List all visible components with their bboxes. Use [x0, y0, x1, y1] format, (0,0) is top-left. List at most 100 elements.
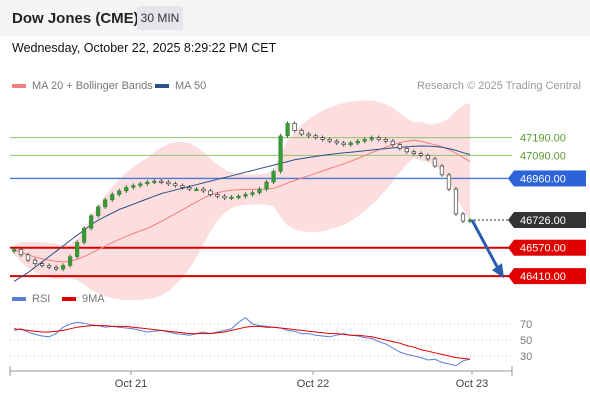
level-label-5: 46410.00 [520, 271, 566, 283]
bollinger-band-fill [14, 100, 470, 300]
level-label-box-3 [514, 212, 586, 229]
candle-body [264, 181, 269, 190]
rsi-line [13, 316, 471, 367]
candle-body [355, 140, 360, 144]
candle-body [25, 254, 31, 261]
candle-body [32, 259, 38, 264]
level-label-arrow-5 [508, 268, 514, 285]
candle-body [11, 249, 17, 252]
candle-body [194, 188, 199, 191]
x-tick-label-0: Oct 21 [115, 378, 147, 390]
candle-body [404, 147, 409, 153]
x-tick-label-1: Oct 22 [297, 378, 329, 390]
level-label-arrow-2 [508, 170, 514, 187]
chart-header [0, 0, 590, 36]
level-label-box-2 [514, 170, 586, 187]
candle-body [418, 153, 423, 156]
candle-body [159, 180, 164, 183]
candle-body [299, 130, 304, 135]
candle-body [18, 249, 24, 256]
candle-body [383, 139, 388, 142]
candle-body [453, 188, 459, 215]
rsi-panel: 70 50 30 [10, 316, 532, 367]
candle-body [180, 185, 185, 188]
candle-body [39, 263, 45, 266]
candle-body [89, 215, 94, 229]
candle-body [439, 165, 445, 176]
level-label-1: 47090.00 [520, 150, 566, 162]
level-labels: 47190.00 47090.00 46960.00 46726.00 46570.00… [470, 133, 586, 285]
timeframe-button[interactable]: 30 MIN [137, 6, 183, 30]
bollinger-legend-swatch [12, 84, 26, 88]
candle-body [341, 142, 346, 146]
candle-body [432, 158, 438, 167]
ma9-legend-label: 9MA [82, 293, 105, 305]
candle-body [278, 135, 283, 172]
time-axis: Oct 21 Oct 22 Oct 23 [9, 366, 513, 390]
ma50-legend-label: MA 50 [175, 80, 207, 92]
rsi-legend-label: RSI [32, 293, 51, 305]
rsi-level-label-0: 70 [520, 319, 532, 331]
candle-body [334, 140, 339, 144]
candle-body [138, 183, 143, 186]
rsi-level-label-2: 30 [520, 351, 532, 363]
level-label-arrow-4 [508, 239, 514, 256]
candle-body [236, 195, 241, 199]
candle-body [306, 133, 311, 137]
candle-body [250, 192, 255, 195]
candle-body [215, 194, 220, 197]
credit-text: Research © 2025 Trading Central [416, 80, 581, 92]
candle-body [425, 155, 431, 160]
candle-body [362, 139, 367, 142]
candle-body [152, 180, 157, 183]
candle-body [96, 206, 101, 217]
candle-body [376, 137, 381, 140]
candle-body [82, 227, 87, 243]
candle-body [257, 188, 262, 193]
candle-body [201, 188, 206, 192]
candle-body [271, 171, 276, 183]
ma9-legend-swatch [62, 297, 76, 301]
x-tick-label-2: Oct 23 [456, 378, 488, 390]
level-label-arrow-3 [508, 212, 514, 229]
ma50-legend-swatch [155, 84, 169, 88]
candle-body [446, 174, 452, 190]
level-label-box-5 [514, 268, 586, 285]
candle-body [124, 187, 129, 192]
candle-body [411, 151, 416, 154]
candle-body [46, 265, 52, 268]
level-label-3: 46726.00 [520, 215, 566, 227]
candle-body [110, 194, 115, 201]
candle-body [390, 140, 395, 146]
candle-body [397, 144, 402, 149]
candle-body [173, 183, 178, 186]
bollinger-legend-label: MA 20 + Bollinger Bands [32, 80, 153, 92]
forecast-arrow [470, 219, 502, 273]
level-label-2: 46960.00 [520, 173, 566, 185]
candle-body [369, 137, 374, 140]
candle-body [166, 181, 171, 185]
level-lines [10, 137, 512, 278]
candle-body [131, 185, 136, 188]
bollinger-bands [14, 100, 470, 300]
candle-body [103, 199, 108, 208]
candle-body [145, 181, 150, 185]
candle-body [348, 142, 353, 146]
level-label-box-4 [514, 239, 586, 256]
candle-body [327, 139, 332, 142]
instrument-title: Dow Jones (CME) [12, 10, 139, 27]
candle-body [208, 190, 213, 195]
rsi-9ma-line [13, 325, 471, 360]
candle-body [243, 194, 248, 197]
candle-body [222, 195, 227, 199]
date-line: Wednesday, October 22, 2025 8:29:22 PM C… [12, 41, 277, 55]
level-label-0: 47190.00 [520, 133, 566, 145]
candle-body [460, 213, 466, 222]
candle-body [61, 265, 66, 270]
candle-body [320, 137, 325, 140]
candle-body [53, 266, 59, 270]
candles [11, 121, 473, 272]
candle-body [75, 242, 80, 257]
candle-body [68, 256, 73, 266]
forecast-arrowhead [492, 263, 504, 279]
